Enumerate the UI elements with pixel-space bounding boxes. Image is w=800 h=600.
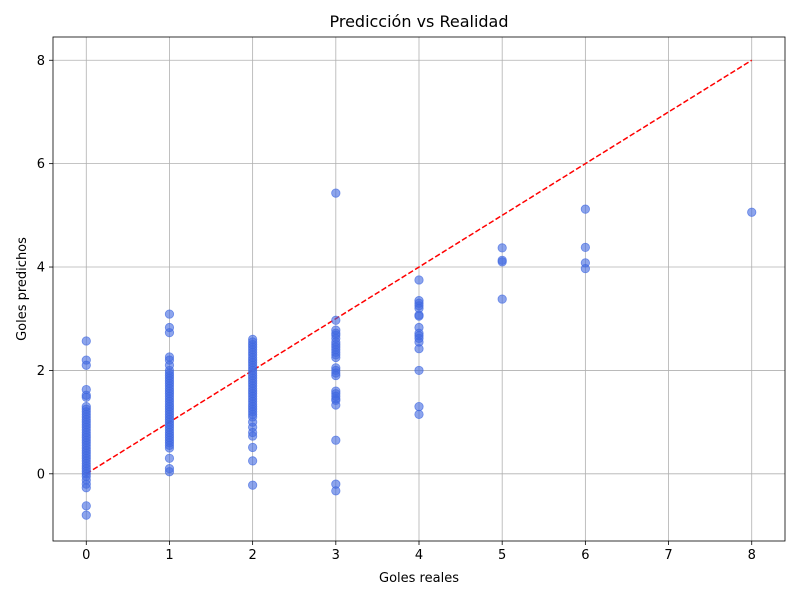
x-tick-label: 5 [498, 548, 506, 563]
data-point [414, 344, 424, 354]
x-tick-label: 6 [581, 548, 589, 563]
data-point [331, 352, 341, 363]
y-tick-label: 4 [37, 261, 45, 276]
y-axis-ticks: 0 2 4 6 8 [37, 54, 53, 482]
data-point [331, 188, 341, 198]
x-axis-label: Goles reales [379, 571, 459, 586]
x-axis-ticks: 0 1 2 3 4 5 6 7 8 [82, 541, 756, 563]
data-point [248, 431, 258, 441]
data-point [81, 483, 91, 493]
data-points [81, 188, 757, 520]
x-tick-label: 1 [165, 548, 173, 563]
data-point [248, 442, 258, 453]
y-tick-label: 0 [37, 467, 45, 482]
data-point [414, 275, 424, 285]
data-point [580, 263, 590, 274]
x-tick-label: 0 [82, 548, 90, 563]
x-tick-label: 8 [748, 548, 756, 563]
grid [53, 37, 785, 541]
data-point [81, 360, 91, 370]
data-point [81, 392, 91, 402]
data-point [248, 480, 258, 490]
data-point [414, 311, 424, 321]
data-point [331, 435, 341, 445]
x-tick-label: 4 [415, 548, 423, 563]
data-point [81, 510, 91, 520]
data-point [164, 328, 175, 338]
y-tick-label: 2 [37, 364, 45, 379]
x-tick-label: 3 [332, 548, 340, 563]
reference-line-layer [85, 59, 753, 475]
x-tick-label: 2 [248, 548, 256, 563]
data-point [331, 370, 341, 381]
y-axis-label: Goles predichos [15, 237, 30, 341]
data-point [331, 400, 341, 410]
data-point [497, 243, 507, 253]
data-point [414, 365, 424, 376]
data-point [747, 207, 757, 217]
x-tick-label: 7 [664, 548, 672, 563]
data-point [248, 456, 258, 466]
data-point [164, 467, 175, 477]
y-tick-label: 6 [37, 157, 45, 172]
data-point [331, 486, 341, 496]
data-point [164, 453, 175, 463]
data-point [497, 257, 507, 267]
data-point [580, 204, 590, 214]
chart-title: Predicción vs Realidad [329, 12, 508, 31]
data-point [331, 315, 341, 325]
data-point [414, 401, 424, 412]
data-point [81, 336, 91, 346]
y-tick-label: 8 [37, 54, 45, 69]
data-point [164, 443, 175, 453]
data-point [414, 409, 424, 419]
reference-line [85, 59, 753, 475]
data-point [164, 309, 175, 319]
data-point [580, 242, 590, 252]
data-point [81, 501, 91, 511]
data-point [497, 294, 507, 304]
